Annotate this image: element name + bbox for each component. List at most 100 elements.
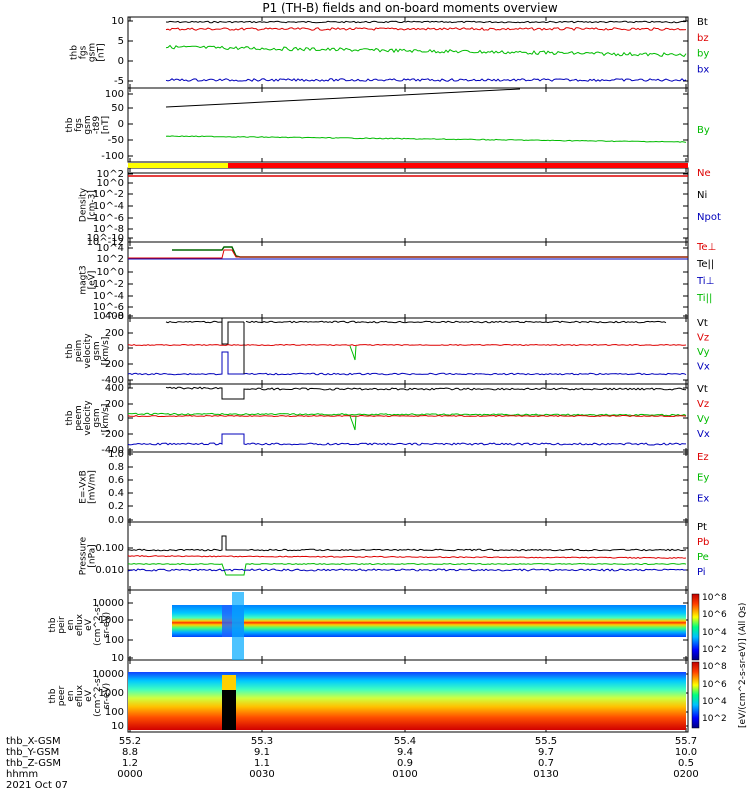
- ylabel-line: magt3: [79, 265, 89, 294]
- trace-peem-vy-spike: [349, 415, 357, 431]
- legend-ex: Ex: [697, 493, 709, 504]
- ytick-label: 10^-12: [87, 237, 124, 248]
- ylabel-line: [nPa]: [88, 544, 98, 567]
- panel-frame: [127, 87, 689, 163]
- ytick-label: 10^-2: [93, 279, 124, 290]
- ytick-label: 10^-4: [93, 291, 124, 302]
- ylabel-line: en: [66, 619, 76, 630]
- ylabel-line: eflux: [75, 613, 85, 636]
- ylabel-line: peim: [74, 340, 84, 363]
- legend-ez: Ez: [697, 452, 709, 463]
- ylabel-line: (cm^2-s-: [93, 675, 103, 717]
- footer-value: 0130: [533, 769, 558, 780]
- ylabel-line: thb: [65, 117, 75, 132]
- footer-row-label: hhmm: [6, 769, 38, 780]
- quality-bar-red: [228, 163, 688, 168]
- ytick-label: 10: [111, 721, 124, 732]
- ylabel-line: [nT]: [101, 116, 111, 134]
- trace-t89-black: [165, 88, 521, 108]
- panels: 1050-5100500-50-10010^210^010^-210^-410^…: [87, 16, 689, 733]
- legend-ti⊥: Ti⊥: [696, 276, 714, 287]
- colorbar: 10^8 10^6 10^4 10^2 10^8 10^6 10^4 10^2 …: [691, 593, 748, 729]
- trace-peim-vz: [127, 343, 687, 347]
- footer-value: 0.9: [397, 758, 413, 769]
- ion-spectrogram: [172, 605, 686, 637]
- legend-te||: Te||: [696, 259, 714, 270]
- trace-peem-vx: [127, 433, 686, 446]
- ytick-label: 10: [111, 653, 124, 664]
- trace-by: [165, 44, 687, 58]
- legend-vx: Vx: [697, 429, 710, 440]
- figure-title: P1 (TH-B) fields and on-board moments ov…: [262, 1, 558, 15]
- footer-row-label: thb_X-GSM: [6, 736, 61, 747]
- trace-peem-vy: [128, 412, 687, 417]
- legend-pe: Pe: [697, 552, 709, 563]
- ylabel-line: [eV]: [88, 271, 98, 290]
- ytick-label: 10^-4: [93, 201, 124, 212]
- colorbar-tick-upper-3: 10^2: [702, 645, 727, 655]
- legend-te⊥: Te⊥: [696, 242, 716, 253]
- ylabel-line: eV: [84, 689, 94, 702]
- ytick-label: 10^-8: [93, 311, 124, 322]
- ytick-label: 0.4: [108, 488, 124, 499]
- ytick-label: 10^-2: [93, 189, 124, 200]
- ylabel-line: [km/s]: [101, 337, 111, 366]
- footer-value: 1.1: [254, 758, 270, 769]
- trace-t89-by: [165, 135, 687, 143]
- footer-row-label: thb_Y-GSM: [6, 747, 59, 758]
- panel-frame: [127, 383, 689, 453]
- trace-bz: [165, 27, 687, 31]
- ytick-label: 100: [105, 707, 124, 718]
- footer-value: 55.7: [675, 736, 697, 747]
- ytick-label: 10^2: [97, 169, 124, 180]
- legend-pi: Pi: [697, 567, 706, 578]
- footer-value: 10.0: [675, 747, 697, 758]
- panel-frame: [127, 451, 689, 523]
- footer-value: 0.7: [538, 758, 554, 769]
- legend-npot: Npot: [697, 212, 721, 223]
- footer-row-label: thb_Z-GSM: [6, 758, 61, 769]
- legend-vt: Vt: [697, 318, 708, 329]
- ytick-label: 100: [105, 635, 124, 646]
- ylabel-line: eV: [84, 618, 94, 631]
- ytick-label: -200: [101, 359, 124, 370]
- ytick-label: 0.2: [108, 501, 124, 512]
- colorbar-upper: [691, 593, 700, 661]
- ylabel-line: gsm: [83, 115, 93, 134]
- colorbar-tick-lower-0: 10^8: [702, 662, 727, 672]
- footer-value: 9.7: [538, 747, 554, 758]
- ylabel-line: -t89: [92, 116, 102, 135]
- ion-spectrogram-burst: [232, 592, 244, 660]
- footer-value: 55.2: [119, 736, 141, 747]
- ylabel-line: E=-VxB: [79, 470, 89, 504]
- footer-value: 0100: [392, 769, 417, 780]
- ytick-label: 200: [105, 399, 124, 410]
- ylabel-line: eflux: [75, 684, 85, 707]
- trace-pb: [127, 555, 687, 559]
- legend-vy: Vy: [697, 347, 710, 358]
- trace-pi: [127, 568, 687, 572]
- trace-peim-vx: [127, 351, 687, 376]
- ylabel-line: peir: [57, 616, 67, 634]
- ylabel-line: fgs: [74, 118, 84, 132]
- panel-frame: [127, 241, 689, 319]
- legend-pt: Pt: [697, 522, 707, 533]
- ylabel-line: en: [66, 690, 76, 701]
- ytick-label: 0: [118, 343, 124, 354]
- trace-peim-vt: [165, 320, 244, 345]
- trace-pe: [127, 562, 687, 576]
- colorbar-lower: [691, 661, 700, 729]
- ytick-label: 10^-10: [87, 233, 124, 244]
- legend-by: by: [697, 49, 709, 60]
- ytick-label: -200: [101, 429, 124, 440]
- ytick-label: -100: [101, 151, 124, 162]
- y-axis-labels: thb fgs gsm [nT]thb fgs gsm -t89 [nT]Density [cm…: [48, 43, 112, 717]
- ylabel-line: sr-eV): [102, 612, 112, 638]
- ytick-label: 0: [118, 119, 124, 130]
- ylabel-line: (cm^2-s-: [93, 604, 103, 646]
- ytick-label: 100: [105, 89, 124, 100]
- colorbar-tick-upper-2: 10^4: [702, 628, 727, 638]
- ytick-label: 0.010: [95, 565, 124, 576]
- trace-peem-vt: [165, 386, 687, 400]
